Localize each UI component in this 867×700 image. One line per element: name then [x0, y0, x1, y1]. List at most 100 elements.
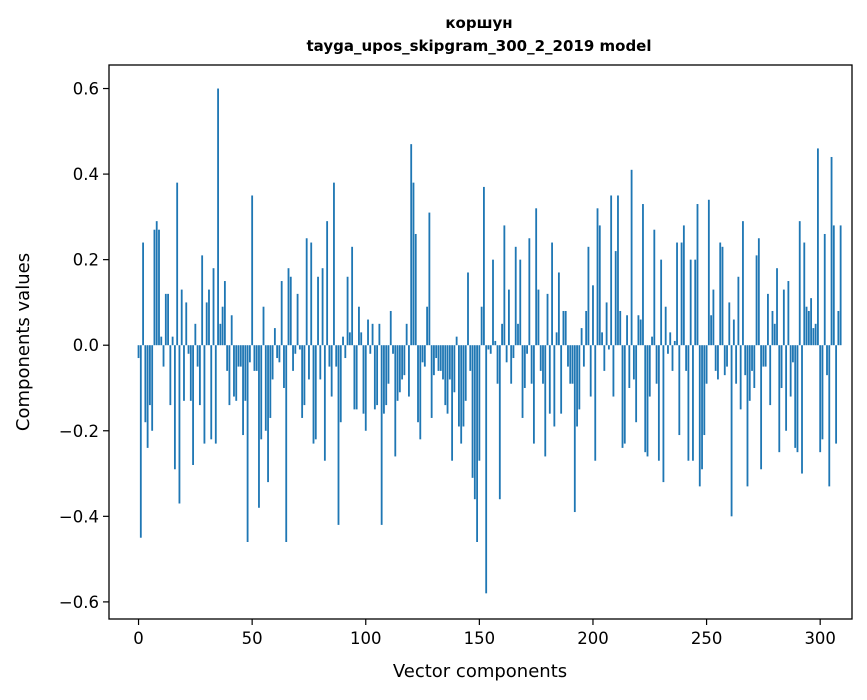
- bar-65: [285, 345, 288, 542]
- bar-33: [212, 268, 215, 346]
- bar-113: [394, 345, 397, 457]
- bar-277: [767, 293, 769, 346]
- bar-107: [380, 345, 383, 525]
- bar-185: [557, 272, 560, 346]
- y-axis-ticks: −0.6 −0.4 −0.2 0.0 0.2 0.4 0.6: [59, 80, 109, 612]
- bar-14: [169, 345, 172, 406]
- bar-72: [301, 345, 304, 418]
- bar-248: [701, 345, 703, 470]
- bar-199: [589, 345, 592, 397]
- bar-146: [469, 345, 472, 371]
- bar-151: [480, 306, 483, 346]
- bar-99: [362, 345, 365, 414]
- bar-31: [208, 289, 210, 346]
- bar-92: [346, 276, 349, 346]
- bar-186: [560, 345, 563, 414]
- bar-297: [812, 328, 815, 346]
- y-tick-label: −0.4: [59, 507, 99, 526]
- bar-34: [214, 345, 217, 444]
- bar-266: [742, 221, 744, 346]
- bar-103: [371, 323, 374, 346]
- bar-262: [732, 319, 735, 346]
- bar-119: [408, 345, 410, 397]
- bar-160: [501, 323, 503, 346]
- bar-15: [171, 336, 174, 346]
- bar-201: [594, 345, 597, 461]
- bar-60: [273, 328, 276, 346]
- bar-215: [626, 315, 628, 346]
- bar-122: [414, 233, 417, 346]
- bar-62: [278, 345, 281, 363]
- bar-275: [762, 345, 765, 367]
- bar-25: [194, 323, 197, 346]
- bar-205: [603, 345, 606, 371]
- bar-276: [764, 345, 767, 367]
- bar-32: [210, 345, 213, 440]
- bar-306: [832, 225, 835, 346]
- bar-73: [303, 345, 306, 406]
- x-tick-label: 0: [133, 629, 144, 648]
- bar-176: [537, 289, 540, 346]
- bar-96: [355, 345, 358, 410]
- bar-156: [492, 259, 494, 346]
- bar-86: [333, 182, 335, 346]
- bar-231: [662, 345, 665, 483]
- bar-68: [292, 345, 294, 371]
- bar-252: [710, 315, 713, 346]
- bar-16: [173, 345, 176, 470]
- bar-133: [439, 345, 442, 371]
- chart-title: коршун: [445, 14, 512, 32]
- bar-284: [782, 289, 785, 346]
- bar-77: [312, 345, 315, 444]
- bar-202: [596, 208, 599, 346]
- bar-293: [803, 242, 806, 346]
- bar-50: [251, 195, 254, 346]
- bar-95: [353, 345, 356, 410]
- bar-299: [817, 148, 819, 346]
- bar-18: [178, 345, 181, 504]
- bar-184: [555, 332, 558, 346]
- x-tick-label: 50: [242, 629, 263, 648]
- bar-147: [471, 345, 474, 478]
- bar-308: [837, 310, 840, 346]
- bar-4: [146, 345, 149, 448]
- bar-177: [539, 345, 542, 371]
- bar-88: [337, 345, 340, 525]
- bar-74: [305, 238, 308, 346]
- bar-178: [542, 345, 544, 384]
- bar-23: [189, 345, 192, 401]
- bar-19: [180, 289, 183, 346]
- bar-46: [242, 345, 244, 436]
- bar-13: [167, 293, 169, 346]
- bar-218: [632, 345, 635, 380]
- bar-182: [551, 242, 553, 346]
- bar-290: [796, 345, 799, 453]
- bar-183: [553, 345, 556, 427]
- bar-76: [310, 242, 313, 346]
- x-tick-label: 250: [691, 629, 723, 648]
- bar-140: [455, 336, 458, 346]
- bar-258: [723, 345, 726, 376]
- bar-159: [498, 345, 501, 500]
- bar-195: [580, 328, 583, 346]
- bar-260: [728, 302, 731, 346]
- x-axis-label: Vector components: [393, 661, 567, 682]
- bar-225: [648, 345, 651, 397]
- bar-52: [255, 345, 258, 371]
- bar-309: [839, 225, 842, 346]
- bar-109: [385, 345, 388, 406]
- bar-155: [489, 345, 492, 354]
- bar-58: [269, 345, 272, 418]
- bar-80: [319, 345, 322, 380]
- bar-247: [698, 345, 701, 487]
- bar-283: [780, 345, 783, 388]
- bar-273: [757, 238, 760, 346]
- bar-289: [794, 345, 797, 448]
- bar-48: [246, 345, 249, 542]
- bar-265: [739, 345, 742, 410]
- bar-230: [660, 259, 663, 346]
- bar-47: [244, 345, 247, 401]
- chart-subtitle: tayga_upos_skipgram_300_2_2019 model: [307, 37, 652, 55]
- bar-63: [280, 281, 283, 346]
